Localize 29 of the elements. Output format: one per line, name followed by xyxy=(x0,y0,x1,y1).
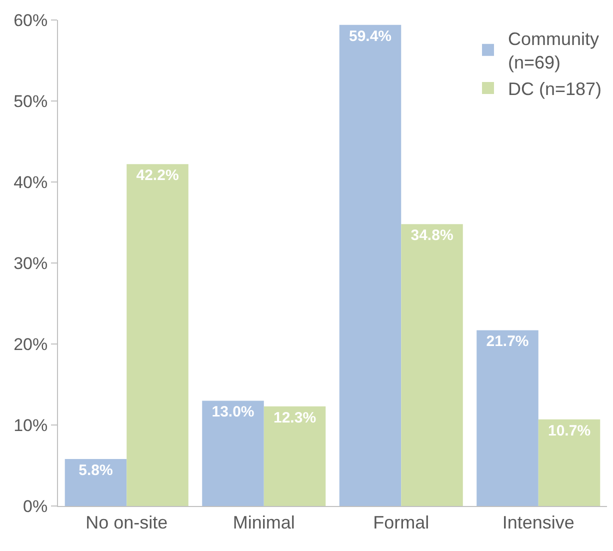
x-tick-label: Intensive xyxy=(502,512,574,533)
data-label: 10.7% xyxy=(548,422,591,440)
data-label: 13.0% xyxy=(212,404,254,421)
x-tick-label: Minimal xyxy=(232,512,295,533)
data-label: 12.3% xyxy=(273,409,316,426)
y-tick-label: 10% xyxy=(14,416,48,435)
y-tick-label: 30% xyxy=(14,254,48,273)
bar xyxy=(476,330,538,506)
legend-label: Community (n=69) xyxy=(508,29,600,73)
bar xyxy=(64,459,127,506)
data-label: 42.2% xyxy=(136,167,179,184)
y-tick-label: 0% xyxy=(23,496,48,516)
bar xyxy=(126,164,188,506)
bar xyxy=(264,406,326,506)
y-tick-label: 60% xyxy=(14,10,48,30)
bar xyxy=(538,419,600,506)
data-label: 59.4% xyxy=(348,28,392,45)
x-tick-label: No on-site xyxy=(86,512,168,533)
legend-label: DC (n=187) xyxy=(508,79,602,100)
y-tick-label: 40% xyxy=(14,172,48,192)
y-tick-label: 50% xyxy=(14,92,48,111)
data-label: 34.8% xyxy=(410,227,454,244)
y-tick-label: 20% xyxy=(14,334,48,354)
bar xyxy=(339,24,402,506)
x-tick-label: Formal xyxy=(373,512,430,533)
bar xyxy=(401,224,463,506)
data-label: 5.8% xyxy=(78,462,113,480)
data-label: 21.7% xyxy=(486,333,529,350)
bar xyxy=(202,400,264,506)
